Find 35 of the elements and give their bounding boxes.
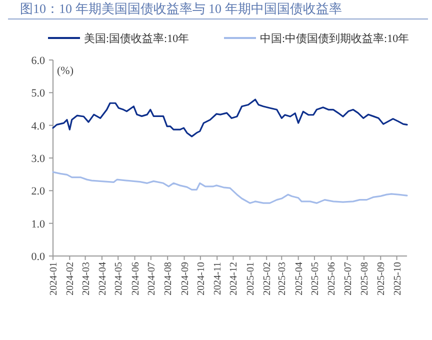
x-tick-label: 2024-07 (146, 262, 158, 296)
x-tick-label: 2024-03 (80, 262, 92, 296)
y-tick-label: 5.0 (31, 88, 46, 100)
x-tick-label: 2024-09 (180, 262, 191, 296)
y-tick-label: 0.0 (31, 251, 46, 263)
legend-label: 中国:中债国债到期收益率:10年 (260, 32, 410, 45)
x-tick-label: 2024-10 (196, 262, 207, 296)
x-tick-label: 2024-11 (212, 262, 224, 295)
y-tick-label: 3.0 (31, 153, 46, 165)
y-tick-label: 1.0 (31, 218, 46, 230)
x-tick-label: 2024-01 (48, 262, 60, 296)
x-tick-label: 2024-06 (130, 262, 142, 296)
x-tick-label: 2025-04 (294, 262, 305, 296)
x-tick-label: 2025-08 (359, 262, 370, 296)
x-tick-label: 2025-02 (262, 262, 274, 296)
x-tick-label: 2024-02 (65, 262, 76, 296)
line-series (52, 171, 408, 204)
x-tick-label: 2025-07 (342, 262, 354, 296)
x-tick-label: 2025-05 (310, 262, 321, 296)
x-tick-label: 2024-04 (97, 262, 108, 296)
line-series (52, 98, 408, 138)
x-tick-label: 2025-09 (376, 262, 388, 296)
legend-label: 美国:国债收益率:10年 (84, 32, 190, 45)
y-axis-title: (%) (57, 65, 74, 77)
x-tick-label: 2024-12 (228, 262, 240, 296)
x-tick-label: 2025-06 (326, 262, 338, 296)
y-tick-label: 2.0 (31, 186, 46, 198)
x-tick-label: 2025-10 (392, 262, 404, 296)
x-tick-label: 2025-03 (277, 262, 288, 296)
y-tick-label: 6.0 (31, 55, 46, 67)
x-tick-label: 2024-05 (114, 262, 125, 296)
y-tick-label: 4.0 (31, 120, 46, 132)
x-tick-label: 2025-01 (245, 262, 256, 296)
x-tick-label: 2024-08 (163, 262, 174, 296)
chart-title: 图10：10 年期美国国债收益率与 10 年期中国国债收益率 (20, 1, 342, 16)
